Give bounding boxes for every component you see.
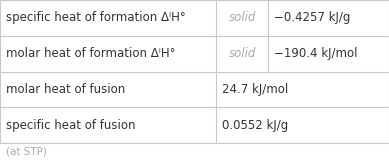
Text: −0.4257 kJ/g: −0.4257 kJ/g: [274, 11, 351, 24]
Text: molar heat of fusion: molar heat of fusion: [6, 83, 125, 96]
Text: solid: solid: [228, 11, 256, 24]
Text: specific heat of formation ΔⁱH°: specific heat of formation ΔⁱH°: [6, 11, 186, 24]
Text: −190.4 kJ/mol: −190.4 kJ/mol: [274, 47, 358, 60]
Text: (at STP): (at STP): [6, 147, 47, 157]
Text: specific heat of fusion: specific heat of fusion: [6, 119, 135, 132]
Text: solid: solid: [228, 47, 256, 60]
Text: 24.7 kJ/mol: 24.7 kJ/mol: [222, 83, 288, 96]
Text: 0.0552 kJ/g: 0.0552 kJ/g: [222, 119, 288, 132]
Text: molar heat of formation ΔⁱH°: molar heat of formation ΔⁱH°: [6, 47, 175, 60]
